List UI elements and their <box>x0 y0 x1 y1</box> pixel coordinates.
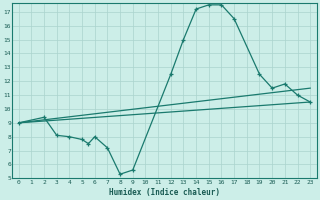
X-axis label: Humidex (Indice chaleur): Humidex (Indice chaleur) <box>109 188 220 197</box>
